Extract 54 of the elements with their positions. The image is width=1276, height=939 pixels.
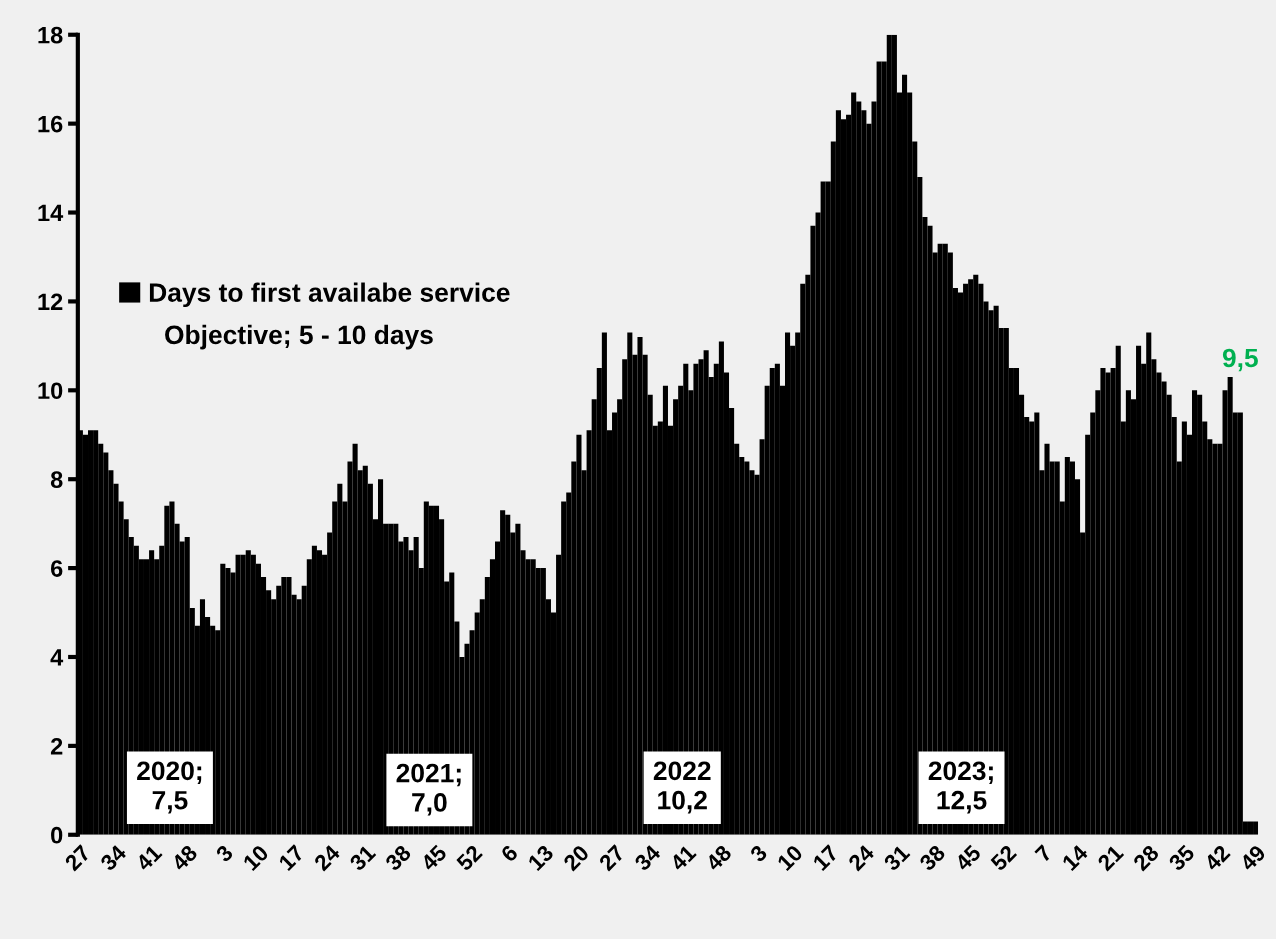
bar xyxy=(316,550,323,835)
legend-label: Days to first availabe service xyxy=(149,282,510,308)
x-tick-label: 34 xyxy=(633,843,662,872)
x-tick-label: 52 xyxy=(989,844,1018,872)
x-tick-label: 13 xyxy=(527,844,555,872)
x-tick-label: 20 xyxy=(562,844,590,872)
x-tick-label: 45 xyxy=(419,844,448,872)
y-tick-label: 10 xyxy=(38,382,63,400)
x-tick-label: 34 xyxy=(99,843,128,872)
x-tick-label: 10 xyxy=(776,844,804,872)
x-tick-label: 31 xyxy=(882,843,911,872)
x-tick-label: 49 xyxy=(1238,844,1267,872)
x-tick-label: 52 xyxy=(455,844,484,872)
x-tick-label: 17 xyxy=(278,844,305,871)
x-tick-label: 42 xyxy=(1203,844,1231,872)
annotation: 9,5 xyxy=(1222,348,1258,372)
x-tick-label: 10 xyxy=(242,844,270,872)
x-tick-label: 27 xyxy=(598,844,626,872)
annotation: 2020; 7,5 xyxy=(137,761,202,814)
x-tick-label: 24 xyxy=(313,843,341,872)
annotation: 2021; 7,0 xyxy=(396,763,461,816)
y-tick-label: 18 xyxy=(38,26,63,44)
x-tick-label: 6 xyxy=(499,844,519,863)
x-tick-label: 48 xyxy=(170,844,199,872)
x-tick-label: 35 xyxy=(1167,843,1196,872)
annotation: Objective; 5 - 10 days xyxy=(165,324,433,350)
annotation: 2023; 12,5 xyxy=(928,761,993,814)
y-tick-label: 8 xyxy=(50,471,63,488)
x-tick-label: 38 xyxy=(918,844,947,872)
y-tick-label: 16 xyxy=(38,115,63,133)
x-tick-label: 3 xyxy=(749,844,769,864)
x-tick-label: 38 xyxy=(384,844,412,872)
bar xyxy=(1247,821,1254,835)
x-tick-label: 41 xyxy=(134,844,163,872)
bar xyxy=(1013,368,1020,835)
y-tick-label: 4 xyxy=(50,649,64,666)
y-tick-label: 6 xyxy=(50,560,63,577)
y-tick-label: 12 xyxy=(38,293,63,310)
y-tick-label: 0 xyxy=(51,826,63,844)
x-tick-label: 48 xyxy=(704,844,733,872)
annotation: 2022 10,2 xyxy=(653,761,711,814)
x-tick-label: 31 xyxy=(348,843,377,872)
x-tick-label: 28 xyxy=(1132,844,1160,872)
x-tick-label: 21 xyxy=(1096,843,1125,872)
x-tick-label: 17 xyxy=(812,844,839,871)
x-tick-label: 14 xyxy=(1061,843,1089,871)
x-tick-label: 27 xyxy=(63,844,92,872)
x-tick-label: 3 xyxy=(214,844,234,864)
y-tick-label: 2 xyxy=(50,737,63,755)
x-tick-label: 24 xyxy=(847,843,876,872)
x-tick-label: 45 xyxy=(954,844,982,872)
x-tick-label: 7 xyxy=(1034,844,1053,863)
y-tick-label: 14 xyxy=(38,204,64,222)
x-tick-label: 41 xyxy=(669,844,697,872)
